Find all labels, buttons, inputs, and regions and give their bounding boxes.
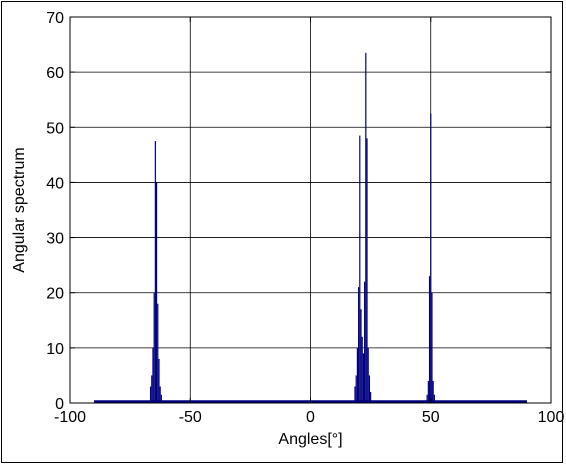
- y-tick-label: 20: [46, 286, 64, 303]
- spectrum-bar: [362, 353, 365, 403]
- spectrum-bar: [160, 394, 162, 403]
- spectrum-bar: [153, 292, 155, 403]
- spectrum-bar: [355, 375, 357, 403]
- spectrum-bar: [149, 386, 152, 403]
- spectrum-bar: [364, 281, 366, 403]
- y-tick-label: 30: [46, 231, 64, 248]
- spectrum-bar: [361, 336, 363, 403]
- tick-labels: -100 -50 0 50 100 0 10 20 30 40 50 60 70: [46, 10, 564, 426]
- spectrum-bar: [359, 135, 361, 404]
- spectrum-bar: [356, 347, 358, 403]
- x-tick-label: 100: [538, 409, 564, 426]
- spectrum-bar: [365, 52, 367, 403]
- spectrum-bar: [159, 386, 161, 403]
- x-tick-label: 50: [422, 409, 440, 426]
- spectrum-bar: [151, 375, 153, 403]
- spectrum-bar: [370, 391, 372, 403]
- spectrum-bar: [152, 347, 154, 403]
- x-tick-label: -50: [179, 409, 202, 426]
- spectrum-bar: [431, 292, 433, 403]
- y-tick-label: 40: [46, 175, 64, 192]
- spectrum-bar: [428, 276, 431, 403]
- spectrum-bar: [432, 380, 434, 403]
- spectrum-bar: [157, 303, 159, 403]
- spectrum-bar: [427, 380, 429, 403]
- y-tick-label: 60: [46, 65, 64, 82]
- y-tick-label: 0: [55, 396, 64, 413]
- spectrum-bar: [366, 138, 368, 404]
- spectrum-bar: [154, 141, 156, 404]
- spectrum-bar: [368, 375, 371, 403]
- spectrum-bar: [426, 394, 428, 403]
- y-axis-title: Angular spectrum: [11, 147, 28, 272]
- y-tick-label: 10: [46, 341, 64, 358]
- spectrum-bar: [360, 309, 362, 403]
- x-axis-title: Angles[°]: [278, 431, 342, 448]
- x-tick-label: -100: [54, 409, 86, 426]
- x-tick-label: 0: [306, 409, 315, 426]
- grid: [70, 17, 551, 403]
- y-tick-label: 70: [46, 10, 64, 27]
- spectrum-bar: [158, 358, 160, 403]
- spectrum-bar: [430, 113, 432, 403]
- spectrum-bar: [354, 386, 356, 403]
- ticks: [69, 16, 552, 404]
- spectrum-bar: [155, 182, 158, 403]
- spectrum-bar: [367, 347, 369, 403]
- spectrum-bar: [433, 394, 435, 403]
- y-tick-label: 50: [46, 120, 64, 137]
- spectrum-bar: [358, 287, 360, 403]
